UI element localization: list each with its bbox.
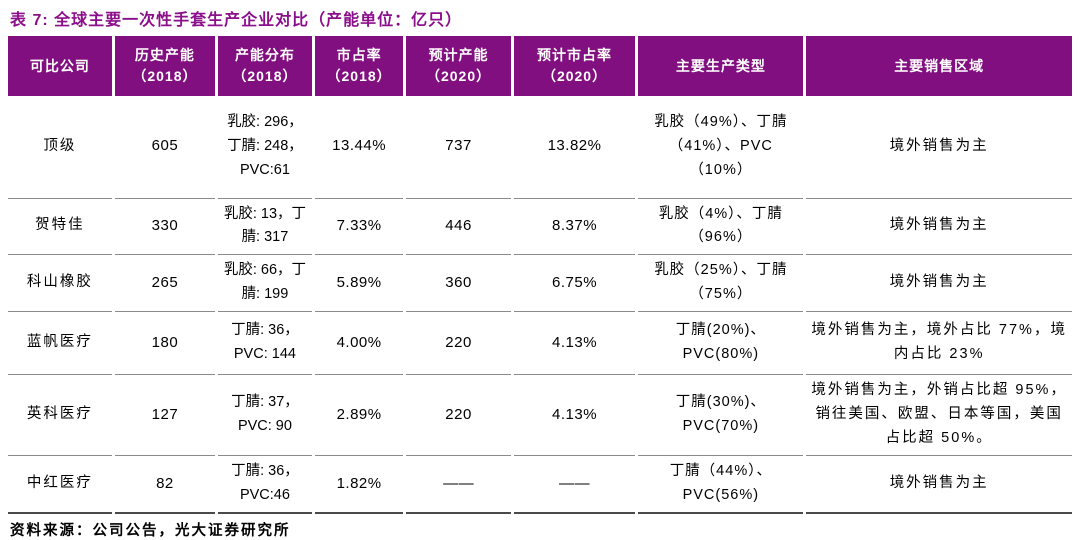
table-cell: 境外销售为主，境外占比 77%，境内占比 23%: [803, 311, 1072, 376]
company-name-cell: 蓝帆医疗: [8, 311, 114, 376]
company-name-cell: 顶级: [8, 96, 114, 199]
source-note: 资料来源：公司公告，光大证券研究所: [10, 522, 291, 539]
table-header: 可比公司 历史产能 （2018） 产能分布 （2018） 市占率 （2018） 预计产能 （20…: [8, 36, 1072, 96]
table-cell: 220: [403, 374, 513, 456]
table-cell: 360: [403, 254, 513, 313]
table-cell: 180: [111, 311, 217, 376]
table-cell: 境外销售为主: [803, 198, 1072, 256]
table-cell: 13.44%: [311, 96, 405, 199]
table-cell: 乳胶: 296，丁腈: 248，PVC:61: [215, 96, 314, 199]
table-row: 科山橡胶 265 乳胶: 66，丁腈: 199 5.89% 360 6.75% 乳胶（25%…: [8, 254, 1072, 313]
column-header: 主要生产类型: [635, 36, 805, 96]
table-cell: 丁腈: 36，PVC: 144: [215, 311, 314, 376]
table-row: 蓝帆医疗 180 丁腈: 36，PVC: 144 4.00% 220 4.13% 丁腈(20…: [8, 311, 1072, 376]
column-header: 市占率 （2018）: [311, 36, 405, 96]
table-row: 英科医疗 127 丁腈: 37，PVC: 90 2.89% 220 4.13% 丁腈(30%…: [8, 374, 1072, 456]
table-cell: 82: [111, 455, 217, 514]
table-cell: 丁腈(20%)、PVC(80%): [635, 311, 805, 376]
table-cell: 4.13%: [510, 374, 637, 456]
table-cell: 127: [111, 374, 217, 456]
column-header: 预计市占率 （2020）: [510, 36, 637, 96]
table-cell: 丁腈: 37，PVC: 90: [215, 374, 314, 456]
company-name-cell: 科山橡胶: [8, 254, 114, 313]
column-header: 预计产能 （2020）: [403, 36, 513, 96]
table-cell: 乳胶（25%）、丁腈（75%）: [635, 254, 805, 313]
table-cell: 乳胶（49%）、丁腈（41%）、PVC（10%）: [635, 96, 805, 199]
table-cell: 乳胶（4%）、丁腈（96%）: [635, 198, 805, 256]
company-name-cell: 中红医疗: [8, 455, 114, 514]
company-name-cell: 贺特佳: [8, 198, 114, 256]
table-cell: 8.37%: [510, 198, 637, 256]
table-cell: 605: [111, 96, 217, 199]
table-cell: ——: [510, 455, 637, 514]
table-cell: 5.89%: [311, 254, 405, 313]
table-body: 顶级 605 乳胶: 296，丁腈: 248，PVC:61 13.44% 737 13.8…: [8, 96, 1072, 514]
table-row: 贺特佳 330 乳胶: 13，丁腈: 317 7.33% 446 8.37% 乳胶（4%）、…: [8, 198, 1072, 256]
table-cell: 1.82%: [311, 455, 405, 514]
company-name-cell: 英科医疗: [8, 374, 114, 456]
table-cell: 2.89%: [311, 374, 405, 456]
table-cell: 丁腈: 36，PVC:46: [215, 455, 314, 514]
column-header: 可比公司: [8, 36, 114, 96]
table-cell: 境外销售为主: [803, 96, 1072, 199]
table-row: 顶级 605 乳胶: 296，丁腈: 248，PVC:61 13.44% 737 13.8…: [8, 96, 1072, 199]
table-cell: 446: [403, 198, 513, 256]
comparison-table: 可比公司 历史产能 （2018） 产能分布 （2018） 市占率 （2018） 预计产能 （20…: [8, 36, 1072, 514]
table-cell: 境外销售为主: [803, 455, 1072, 514]
column-header: 产能分布 （2018）: [215, 36, 314, 96]
table-cell: 丁腈（44%）、PVC(56%): [635, 455, 805, 514]
table-row: 中红医疗 82 丁腈: 36，PVC:46 1.82% —— —— 丁腈（44%）、PVC(…: [8, 455, 1072, 514]
table-cell: 境外销售为主，外销占比超 95%，销往美国、欧盟、日本等国，美国占比超 50%。: [803, 374, 1072, 456]
table-title: 表 7: 全球主要一次性手套生产企业对比（产能单位：亿只）: [10, 12, 463, 29]
header-row: 可比公司 历史产能 （2018） 产能分布 （2018） 市占率 （2018） 预计产能 （20…: [8, 36, 1072, 96]
table-cell: 6.75%: [510, 254, 637, 313]
table-cell: 境外销售为主: [803, 254, 1072, 313]
table-cell: ——: [403, 455, 513, 514]
table-cell: 220: [403, 311, 513, 376]
column-header: 历史产能 （2018）: [111, 36, 217, 96]
table-cell: 13.82%: [510, 96, 637, 199]
table-cell: 737: [403, 96, 513, 199]
table-cell: 乳胶: 66，丁腈: 199: [215, 254, 314, 313]
table-cell: 乳胶: 13，丁腈: 317: [215, 198, 314, 256]
table-cell: 7.33%: [311, 198, 405, 256]
table-cell: 4.00%: [311, 311, 405, 376]
table-cell: 4.13%: [510, 311, 637, 376]
column-header: 主要销售区域: [803, 36, 1072, 96]
table-cell: 330: [111, 198, 217, 256]
table-cell: 265: [111, 254, 217, 313]
table-cell: 丁腈(30%)、PVC(70%): [635, 374, 805, 456]
